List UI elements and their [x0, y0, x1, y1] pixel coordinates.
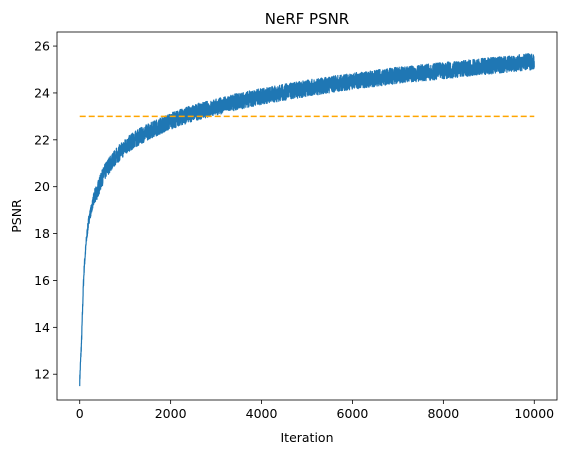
y-tick-label: 20: [34, 179, 50, 194]
x-tick-label: 4000: [246, 406, 278, 421]
y-tick-label: 14: [34, 320, 50, 335]
plot-area: [79, 53, 535, 387]
y-axis-title: PSNR: [9, 199, 24, 233]
y-tick-label: 16: [34, 273, 50, 288]
x-tick-label: 6000: [337, 406, 369, 421]
series-line-psnr: [79, 53, 535, 387]
x-tick-label: 2000: [155, 406, 187, 421]
y-tick-label: 18: [34, 226, 50, 241]
x-axis-ticks: 0 2000 4000 6000 8000 10000: [76, 400, 554, 421]
x-tick-label: 10000: [514, 406, 554, 421]
axes-frame: [56, 31, 558, 401]
y-tick-label: 26: [34, 39, 50, 54]
y-tick-label: 24: [34, 85, 50, 100]
chart-title: NeRF PSNR: [265, 10, 349, 28]
x-axis-title: Iteration: [280, 430, 333, 445]
x-tick-label: 0: [76, 406, 84, 421]
y-tick-label: 22: [34, 132, 50, 147]
y-axis-ticks: 12 14 16 18 20 22 24 26: [34, 39, 57, 382]
x-tick-label: 8000: [427, 406, 459, 421]
y-tick-label: 12: [34, 367, 50, 382]
